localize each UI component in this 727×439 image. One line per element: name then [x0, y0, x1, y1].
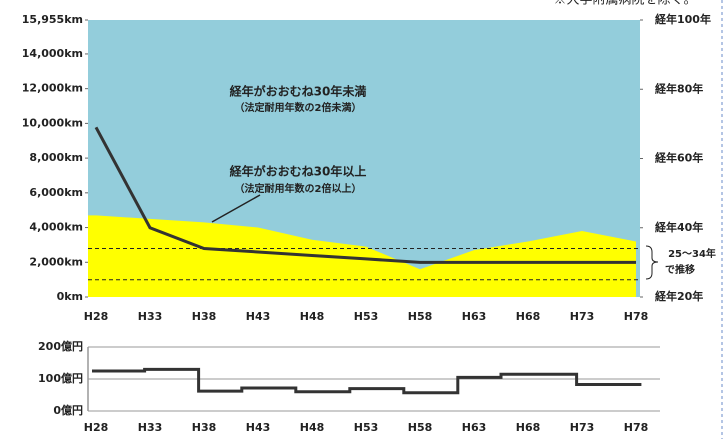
x-tick-label: H38 — [192, 421, 217, 434]
annotation: ※大学附属病院を除く。 — [553, 0, 696, 8]
x-tick-label: H33 — [138, 421, 163, 434]
x-tick-label: H53 — [354, 421, 379, 434]
annotation: で推移 — [665, 263, 695, 276]
y-tick-label: 0億円 — [53, 403, 83, 417]
y-tick-label: 15,955km — [22, 13, 83, 26]
annotation: 25～34年 — [668, 247, 716, 260]
x-tick-label: H58 — [408, 310, 433, 323]
x-tick-label: H28 — [84, 310, 109, 323]
x-tick-label: H73 — [570, 310, 595, 323]
x-tick-label: H63 — [462, 421, 487, 434]
x-tick-label: H78 — [624, 421, 649, 434]
y2-tick-label: 経年60年 — [655, 151, 703, 165]
x-tick-label: H38 — [192, 310, 217, 323]
x-tick-label: H43 — [246, 421, 271, 434]
y-tick-label: 14,000km — [22, 47, 83, 60]
y-tick-label: 10,000km — [22, 116, 83, 129]
annotation: （法定耐用年数の2倍未満） — [235, 101, 362, 114]
x-tick-label: H48 — [300, 310, 325, 323]
x-tick-label: H73 — [570, 421, 595, 434]
y-tick-label: 2,000km — [29, 255, 83, 268]
annotation: 経年がおおむね30年未満 — [230, 84, 367, 99]
y-tick-label: 8,000km — [29, 151, 83, 164]
x-tick-label: H63 — [462, 310, 487, 323]
y-tick-label: 0km — [57, 290, 83, 303]
x-tick-label: H58 — [408, 421, 433, 434]
x-tick-label: H78 — [624, 310, 649, 323]
x-tick-label: H33 — [138, 310, 163, 323]
y-tick-label: 12,000km — [22, 82, 83, 95]
x-tick-label: H53 — [354, 310, 379, 323]
y2-tick-label: 経年100年 — [655, 12, 711, 26]
x-tick-label: H28 — [84, 421, 109, 434]
y-tick-label: 4,000km — [29, 221, 83, 234]
y-tick-label: 100億円 — [38, 371, 83, 385]
x-tick-label: H43 — [246, 310, 271, 323]
line — [92, 367, 642, 395]
y-tick-label: 6,000km — [29, 186, 83, 199]
y-tick-label: 200億円 — [38, 339, 83, 353]
annotation: （法定耐用年数の2倍以上） — [235, 182, 362, 195]
x-tick-label: H48 — [300, 421, 325, 434]
y2-tick-label: 経年20年 — [655, 289, 703, 303]
area — [88, 215, 636, 297]
x-tick-label: H68 — [516, 310, 541, 323]
y2-tick-label: 経年80年 — [655, 81, 703, 95]
pointer — [211, 194, 261, 223]
annotation: 経年がおおむね30年以上 — [230, 164, 367, 179]
y2-tick-label: 経年40年 — [655, 220, 703, 234]
brace — [645, 245, 659, 280]
line — [94, 126, 636, 264]
x-tick-label: H68 — [516, 421, 541, 434]
